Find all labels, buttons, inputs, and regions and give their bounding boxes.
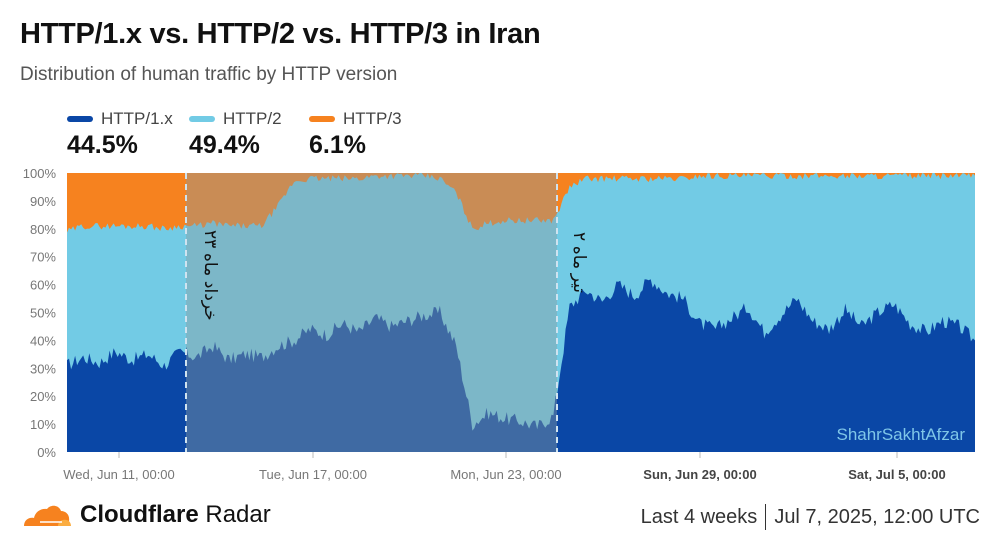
series-areas bbox=[67, 173, 975, 452]
range-label: Last 4 weeks bbox=[640, 505, 758, 528]
legend-value: 49.4% bbox=[189, 131, 260, 159]
svg-text:30%: 30% bbox=[30, 361, 56, 376]
legend-item-http2[interactable]: HTTP/2 49.4% bbox=[189, 108, 309, 160]
chart-subtitle: Distribution of human traffic by HTTP ve… bbox=[20, 64, 398, 85]
brand-name: Cloudflare Radar bbox=[80, 501, 271, 528]
watermark: ShahrSakhtAfzar bbox=[836, 425, 965, 444]
chart-title: HTTP/1.x vs. HTTP/2 vs. HTTP/3 in Iran bbox=[20, 18, 541, 50]
svg-text:Wed, Jun 11, 00:00: Wed, Jun 11, 00:00 bbox=[63, 467, 175, 482]
svg-text:Mon, Jun 23, 00:00: Mon, Jun 23, 00:00 bbox=[450, 467, 561, 482]
svg-text:100%: 100% bbox=[23, 166, 57, 181]
timestamp: Jul 7, 2025, 12:00 UTC bbox=[774, 505, 980, 528]
legend-swatch-http3 bbox=[309, 116, 335, 122]
y-axis: 0% 10% 20% 30% 40% 50% 60% 70% 80% 90% 100% bbox=[23, 166, 57, 460]
marker-label-1: ۲۳ خرداد ماه bbox=[201, 230, 220, 321]
cloudflare-radar-logo[interactable]: Cloudflare Radar bbox=[20, 500, 271, 530]
legend: HTTP/1.x 44.5% HTTP/2 49.4% HTTP/3 6.1% bbox=[67, 108, 431, 160]
x-axis: Wed, Jun 11, 00:00 Tue, Jun 17, 00:00 Mon,… bbox=[63, 452, 946, 482]
shaded-period-overlay bbox=[186, 173, 557, 452]
marker-label-2: ۲ تیر ماه bbox=[570, 232, 589, 293]
svg-text:Tue, Jun 17, 00:00: Tue, Jun 17, 00:00 bbox=[259, 467, 367, 482]
svg-text:Sat, Jul 5, 00:00: Sat, Jul 5, 00:00 bbox=[848, 467, 946, 482]
svg-text:10%: 10% bbox=[30, 417, 56, 432]
chart-area[interactable]: 0% 10% 20% 30% 40% 50% 60% 70% 80% 90% 100% ۲۳ خرد… bbox=[0, 160, 1000, 490]
svg-text:40%: 40% bbox=[30, 333, 56, 348]
svg-text:60%: 60% bbox=[30, 278, 56, 293]
svg-text:70%: 70% bbox=[30, 250, 56, 265]
divider bbox=[765, 504, 767, 530]
legend-value: 44.5% bbox=[67, 131, 138, 159]
svg-text:80%: 80% bbox=[30, 222, 56, 237]
legend-item-http3[interactable]: HTTP/3 6.1% bbox=[309, 108, 431, 160]
cloudflare-cloud-icon bbox=[24, 505, 71, 526]
svg-text:Sun, Jun 29, 00:00: Sun, Jun 29, 00:00 bbox=[643, 467, 756, 482]
legend-swatch-http2 bbox=[189, 116, 215, 122]
svg-text:50%: 50% bbox=[30, 306, 56, 321]
stacked-area-chart[interactable]: 0% 10% 20% 30% 40% 50% 60% 70% 80% 90% 100% ۲۳ خرد… bbox=[0, 160, 1000, 490]
legend-label: HTTP/1.x bbox=[101, 109, 173, 128]
legend-value: 6.1% bbox=[309, 131, 366, 159]
legend-label: HTTP/2 bbox=[223, 109, 282, 128]
legend-label: HTTP/3 bbox=[343, 109, 402, 128]
svg-text:90%: 90% bbox=[30, 194, 56, 209]
svg-text:20%: 20% bbox=[30, 389, 56, 404]
svg-text:0%: 0% bbox=[37, 445, 56, 460]
legend-item-http1[interactable]: HTTP/1.x 44.5% bbox=[67, 108, 189, 160]
time-range-info: Last 4 weeks Jul 7, 2025, 12:00 UTC bbox=[641, 504, 980, 530]
legend-swatch-http1 bbox=[67, 116, 93, 122]
